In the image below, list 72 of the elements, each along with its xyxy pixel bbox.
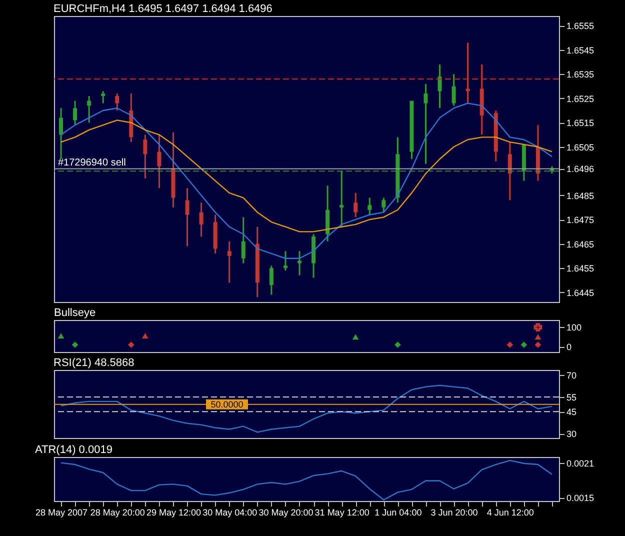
y-tick-label: 30 xyxy=(566,429,577,440)
x-tick-label: 28 May 2007 xyxy=(35,508,88,518)
y-tick-label: 0 xyxy=(566,342,572,352)
line-series xyxy=(60,384,553,433)
y-tick-label: 1.6455 xyxy=(566,264,594,274)
candlestick xyxy=(466,42,470,104)
y-tick-label: 0.0015 xyxy=(566,493,594,504)
y-tick-label: 100 xyxy=(566,322,582,332)
candlestick xyxy=(143,134,148,180)
y-tick-label: 1.6496 xyxy=(566,164,594,174)
candlestick xyxy=(227,240,232,284)
x-tick-label: 3 Jun 20:00 xyxy=(430,508,478,518)
candlestick xyxy=(241,216,246,264)
chart-title: EURCHFm,H4 1.6495 1.6497 1.6494 1.6496 xyxy=(54,3,272,15)
point xyxy=(534,323,542,332)
point xyxy=(520,342,528,348)
candlestick xyxy=(101,90,106,104)
chart-title: ATR(14) 0.0019 xyxy=(34,444,112,456)
point xyxy=(506,342,514,348)
candlestick xyxy=(199,202,204,238)
candlestick xyxy=(283,250,288,272)
y-tick-label: 1.6515 xyxy=(566,118,594,128)
point xyxy=(58,332,64,338)
candlestick xyxy=(452,73,456,106)
candlestick xyxy=(354,192,358,218)
candlestick xyxy=(340,170,344,228)
ref-line-label: 50.0000 xyxy=(210,399,244,410)
chart-title: Bullseye xyxy=(54,307,96,319)
point xyxy=(72,342,78,348)
line-series xyxy=(60,102,553,259)
y-tick-label: 1.6445 xyxy=(566,288,594,298)
y-tick-label: 45 xyxy=(566,407,577,418)
x-tick-label: 30 May 04:00 xyxy=(202,508,258,518)
y-tick-label: 1.6465 xyxy=(566,239,594,250)
candlestick xyxy=(157,134,162,189)
y-tick-label: 1.6545 xyxy=(566,45,594,56)
candlestick xyxy=(368,197,372,216)
candlestick xyxy=(424,83,428,165)
point xyxy=(128,342,134,348)
chart-title: RSI(21) 48.5868 xyxy=(54,357,134,369)
y-tick-label: 1.6535 xyxy=(566,70,594,80)
candlestick xyxy=(508,141,512,201)
candlestick xyxy=(269,264,274,296)
point xyxy=(394,342,401,348)
x-tick-label: 29 May 12:00 xyxy=(146,508,202,518)
candlestick xyxy=(87,95,92,124)
x-tick-label: 28 May 20:00 xyxy=(90,508,145,518)
point xyxy=(534,334,542,340)
point xyxy=(352,334,359,340)
point xyxy=(534,342,542,348)
candlestick xyxy=(382,197,386,214)
x-tick-label: 4 Jun 12:00 xyxy=(486,508,534,518)
y-tick-label: 0.0021 xyxy=(566,458,594,468)
line-series xyxy=(60,120,553,232)
y-tick-label: 1.6555 xyxy=(566,21,594,32)
y-tick-label: 1.6525 xyxy=(566,94,594,104)
point xyxy=(142,332,148,338)
candlestick xyxy=(59,107,64,160)
y-tick-label: 55 xyxy=(566,392,577,403)
candlestick xyxy=(438,64,442,109)
y-tick-label: 70 xyxy=(566,370,577,381)
x-tick-label: 31 May 12:00 xyxy=(314,508,370,518)
x-tick-label: 1 Jun 04:00 xyxy=(374,508,422,518)
y-tick-label: 1.6505 xyxy=(566,142,594,152)
ref-line-label: #17296940 sell xyxy=(58,158,126,169)
y-tick-label: 1.6485 xyxy=(566,190,594,201)
candlestick xyxy=(185,187,190,248)
x-tick-label: 30 May 20:00 xyxy=(258,508,314,518)
y-tick-label: 1.6475 xyxy=(566,215,594,226)
candlestick xyxy=(73,100,78,126)
line-series xyxy=(60,460,553,500)
candlestick xyxy=(115,92,120,112)
